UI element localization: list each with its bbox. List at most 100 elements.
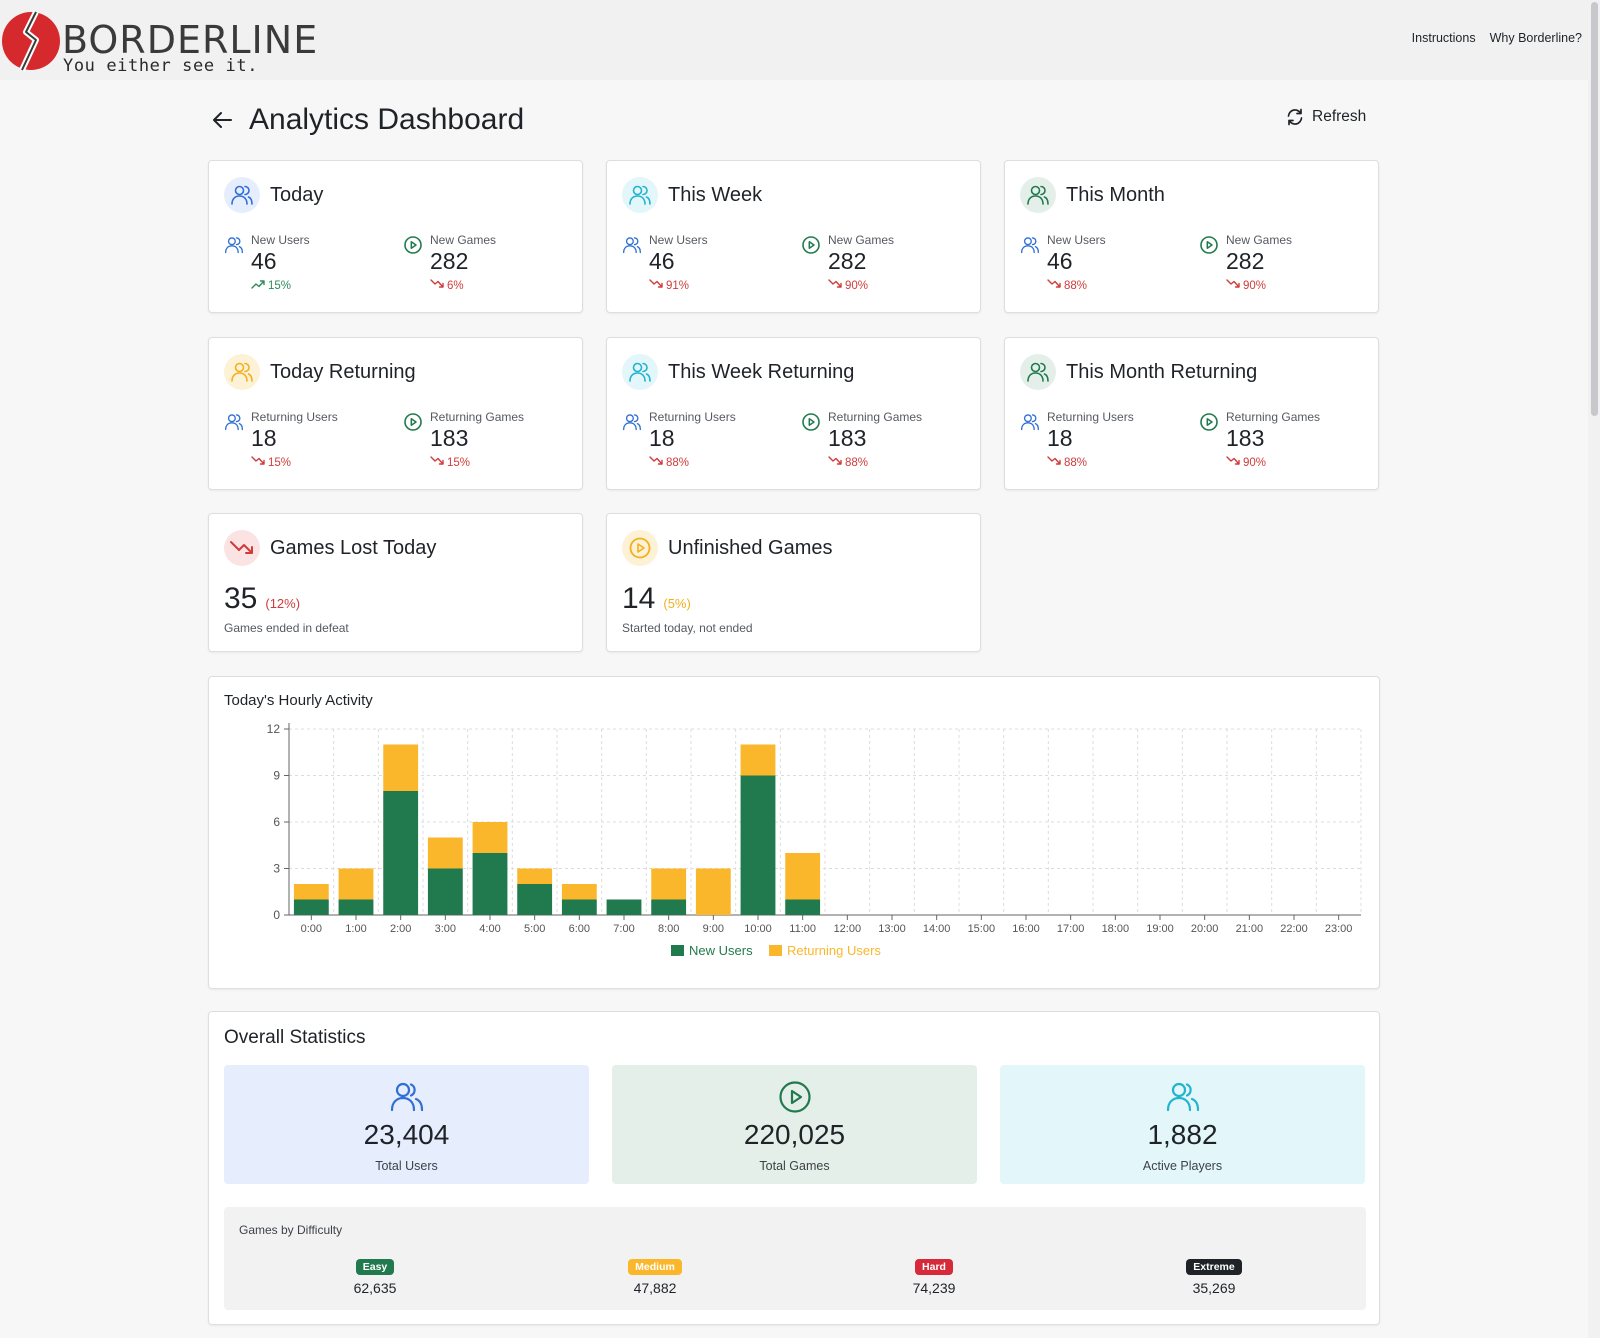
metric-label: Returning Users xyxy=(649,410,736,424)
metric-label: Returning Games xyxy=(1226,410,1321,424)
change-percent: 90% xyxy=(1243,456,1267,469)
nav-link-why-borderline[interactable]: Why Borderline? xyxy=(1489,31,1582,45)
change-percent: 88% xyxy=(845,456,869,469)
logo-wordmark: BORDERLINE xyxy=(62,18,319,62)
bar-returning-users xyxy=(785,853,821,900)
bar-returning-users xyxy=(338,868,374,900)
page-title: Analytics Dashboard xyxy=(249,103,525,136)
metric-change: 88% xyxy=(649,456,689,469)
back-arrow-icon[interactable] xyxy=(209,107,235,133)
bar-returning-users xyxy=(740,744,776,776)
change-percent: 15% xyxy=(268,456,292,469)
x-tick-label: 5:00 xyxy=(524,923,545,935)
this-month-card: This Month New Users 46 88% New Games 28… xyxy=(1004,160,1379,313)
active-players-box: 1,882 Active Players xyxy=(1000,1065,1365,1184)
metric-change: 88% xyxy=(828,456,868,469)
page-scrollbar[interactable] xyxy=(1588,0,1600,1338)
metric-change: 90% xyxy=(1226,279,1266,292)
x-tick-label: 10:00 xyxy=(744,923,772,935)
bar-returning-users xyxy=(695,868,731,915)
y-tick-label: 6 xyxy=(273,815,280,829)
y-tick-label: 12 xyxy=(267,722,281,736)
metric-label: Returning Users xyxy=(1047,410,1134,424)
extreme-badge: Extreme xyxy=(1186,1259,1242,1275)
metric-value: 282 xyxy=(828,248,867,274)
trend-up-icon xyxy=(251,279,265,292)
bar-new-users xyxy=(561,899,597,915)
active-players-value: 1,882 xyxy=(1147,1119,1218,1150)
metric-value: 18 xyxy=(1047,425,1073,451)
refresh-icon xyxy=(1287,108,1303,126)
difficulty-medium: Medium 47,882 xyxy=(595,1257,715,1296)
play-circle-icon xyxy=(403,412,423,432)
x-tick-label: 18:00 xyxy=(1102,923,1130,935)
play-circle-icon xyxy=(801,235,821,255)
nav-link-instructions[interactable]: Instructions xyxy=(1411,31,1476,45)
legend-label-returning-users: Returning Users xyxy=(787,943,881,958)
bar-returning-users xyxy=(383,744,419,791)
bar-returning-users xyxy=(293,884,329,900)
bar-returning-users xyxy=(517,868,553,884)
x-tick-label: 12:00 xyxy=(834,923,862,935)
hourly-activity-card: Today's Hourly Activity 0 3 6 9 12 0:00 1:00 2:… xyxy=(208,676,1380,989)
x-tick-label: 20:00 xyxy=(1191,923,1219,935)
this-week-returning-card: This Week Returning Returning Users 18 8… xyxy=(606,337,981,490)
metric-change: 15% xyxy=(430,456,470,469)
metric-value: 18 xyxy=(649,425,675,451)
x-tick-label: 22:00 xyxy=(1280,923,1308,935)
x-tick-label: 16:00 xyxy=(1012,923,1040,935)
bar-returning-users xyxy=(472,822,508,853)
change-percent: 15% xyxy=(447,456,471,469)
metric-value: 18 xyxy=(251,425,277,451)
overall-statistics-card: Overall Statistics 23,404 Total Users 22… xyxy=(208,1011,1380,1325)
metric-change: 91% xyxy=(649,279,689,292)
users-icon xyxy=(1166,1082,1199,1112)
users-icon xyxy=(1020,354,1056,390)
users-icon xyxy=(1020,235,1040,255)
active-players-label: Active Players xyxy=(1142,1159,1223,1173)
metric-change: 15% xyxy=(251,279,291,292)
difficulty-easy: Easy 62,635 xyxy=(315,1257,435,1296)
trend-down-icon xyxy=(1047,279,1061,292)
metric-value: 183 xyxy=(828,425,867,451)
x-tick-label: 6:00 xyxy=(569,923,590,935)
games-lost-card: Games Lost Today 35 (12%) Games ended in… xyxy=(208,513,583,652)
logo-tagline: You either see it. xyxy=(63,56,259,76)
metric-value: 183 xyxy=(1226,425,1265,451)
borderline-logo[interactable]: BORDERLINE You either see it. xyxy=(0,6,317,76)
metric-change: 6% xyxy=(430,279,464,292)
hard-value: 74,239 xyxy=(912,1280,956,1296)
refresh-button[interactable]: Refresh xyxy=(1285,107,1366,127)
x-tick-label: 13:00 xyxy=(878,923,906,935)
x-tick-label: 15:00 xyxy=(968,923,996,935)
card-title: This Week xyxy=(668,183,763,206)
today-card: Today New Users 46 15% New Games 282 6% xyxy=(208,160,583,313)
scrollbar-thumb[interactable] xyxy=(1591,2,1598,416)
metric-value: 46 xyxy=(649,248,675,274)
metric-change: 90% xyxy=(1226,456,1266,469)
x-tick-label: 14:00 xyxy=(923,923,951,935)
trend-down-icon xyxy=(649,456,663,469)
users-icon xyxy=(224,235,244,255)
y-tick-label: 0 xyxy=(273,908,280,922)
metric-value: 282 xyxy=(430,248,469,274)
logo-mark-icon xyxy=(2,10,60,72)
x-tick-label: 11:00 xyxy=(789,923,816,935)
card-title: Today xyxy=(270,183,324,206)
unfinished-games-value: 14 xyxy=(622,582,656,615)
change-percent: 15% xyxy=(268,279,292,292)
bar-new-users xyxy=(293,899,329,915)
medium-value: 47,882 xyxy=(633,1280,677,1296)
play-circle-icon xyxy=(778,1081,811,1113)
metric-label: New Games xyxy=(430,233,497,247)
bar-new-users xyxy=(785,899,821,915)
bar-returning-users xyxy=(561,884,597,900)
change-percent: 90% xyxy=(845,279,869,292)
trend-down-icon xyxy=(649,279,663,292)
x-tick-label: 1:00 xyxy=(345,923,366,935)
x-tick-label: 17:00 xyxy=(1057,923,1085,935)
trend-down-icon xyxy=(1047,456,1061,469)
users-icon xyxy=(390,1082,423,1112)
x-tick-label: 9:00 xyxy=(703,923,724,935)
this-month-returning-card: This Month Returning Returning Users 18 … xyxy=(1004,337,1379,490)
